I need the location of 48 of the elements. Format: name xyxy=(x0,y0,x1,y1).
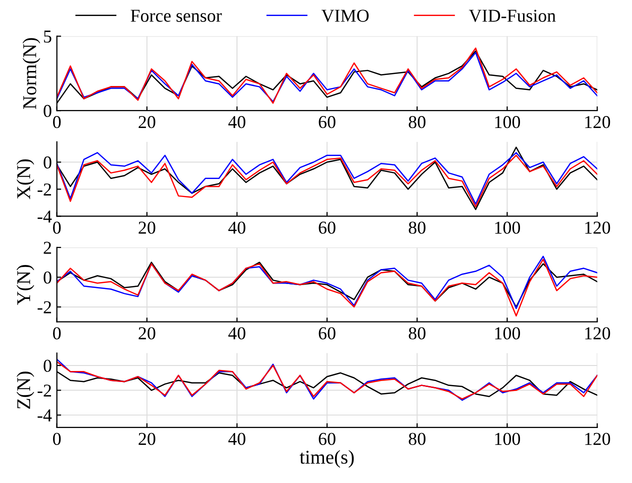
x-tick-label: 60 xyxy=(318,327,336,340)
y-axis-title: Z(N) xyxy=(16,372,34,409)
x-tick-label: 120 xyxy=(585,432,610,446)
x-tick-label: 20 xyxy=(138,222,156,234)
x-tick-label: 80 xyxy=(408,116,426,128)
x-tick-label: 40 xyxy=(228,116,246,128)
y-tick-label: -2 xyxy=(38,183,52,196)
x-tick-label: 20 xyxy=(138,432,156,446)
x-tick-label: 100 xyxy=(495,327,520,340)
y-tick-label: 2 xyxy=(44,242,52,254)
y-tick-label: -2 xyxy=(38,301,52,314)
x-tick-label: 60 xyxy=(318,222,336,234)
x-tick-label: 40 xyxy=(228,327,246,340)
x-tick-label: 60 xyxy=(318,432,336,446)
y-axis-title: X(N) xyxy=(16,159,34,200)
x-tick-label: 80 xyxy=(408,432,426,446)
y-tick-label: -2 xyxy=(38,384,52,397)
legend-label: Force sensor xyxy=(130,10,222,22)
x-tick-label: 120 xyxy=(585,327,610,340)
x-tick-label: 80 xyxy=(408,327,426,340)
x-tick-label: 100 xyxy=(495,116,520,128)
y-tick-label: 5 xyxy=(44,30,52,43)
y-tick-label: 0 xyxy=(44,271,52,284)
y-tick-label: -4 xyxy=(38,409,52,422)
legend-label: VIMO xyxy=(321,10,369,22)
x-tick-label: 120 xyxy=(585,222,610,234)
y-tick-label: -4 xyxy=(38,210,52,222)
x-tick-label: 0 xyxy=(53,222,61,234)
legend-label: VID-Fusion xyxy=(468,10,556,22)
x-tick-label: 0 xyxy=(53,116,61,128)
x-tick-label: 0 xyxy=(53,327,61,340)
x-tick-label: 20 xyxy=(138,327,156,340)
y-tick-label: 0 xyxy=(44,360,52,372)
x-axis-title: time(s) xyxy=(300,450,354,468)
y-tick-label: 0 xyxy=(44,104,52,118)
x-tick-label: 80 xyxy=(408,222,426,234)
x-tick-label: 20 xyxy=(138,116,156,128)
line-series xyxy=(56,258,598,317)
x-tick-label: 40 xyxy=(228,222,246,234)
x-tick-label: 100 xyxy=(495,222,520,234)
y-axis-title: Norm(N) xyxy=(22,38,40,110)
x-tick-label: 40 xyxy=(228,432,246,446)
x-tick-label: 120 xyxy=(585,116,610,128)
y-tick-label: 0 xyxy=(44,156,52,169)
x-tick-label: 60 xyxy=(318,116,336,128)
y-axis-title: Y(N) xyxy=(16,264,34,305)
x-tick-label: 0 xyxy=(53,432,61,446)
x-tick-label: 100 xyxy=(495,432,520,446)
